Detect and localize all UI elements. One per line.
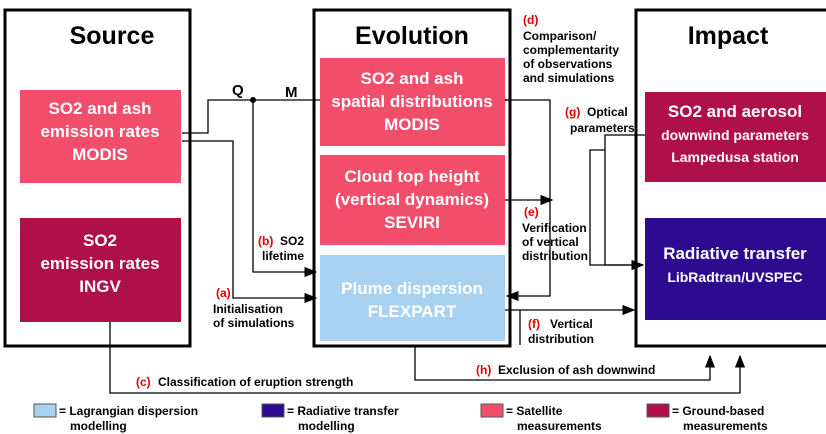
annotation-letter: (f) <box>528 317 540 331</box>
column-title: Source <box>70 22 155 50</box>
annotation-text: parameters <box>570 121 635 135</box>
annotation-text: Vertical <box>550 317 593 331</box>
ground-box <box>645 92 826 182</box>
box-text: SO2 and aerosol <box>668 102 802 121</box>
arrow <box>109 322 746 394</box>
legend-swatch <box>646 403 670 418</box>
annotation-text: distribution <box>528 332 594 346</box>
annotation-text: of observations <box>523 57 613 71</box>
connector <box>182 99 320 134</box>
box-text: emission rates <box>40 254 159 273</box>
legend-text: measurements <box>517 419 602 433</box>
box-text: MODIS <box>384 115 440 134</box>
annotation-text: Initialisation <box>213 302 283 316</box>
annotation-text: Classification of eruption strength <box>158 375 353 389</box>
annotation-text: complementarity <box>523 43 619 57</box>
annotation-letter: (h) <box>476 363 491 377</box>
box-text: SO2 and ash <box>49 99 152 118</box>
radiative-box <box>645 218 826 320</box>
arrow <box>495 94 551 302</box>
legend-text: = Lagrangian dispersion <box>59 404 198 418</box>
legend-text: = Satellite <box>506 404 563 418</box>
column-title: Impact <box>688 22 769 50</box>
annotation-text: of vertical <box>522 235 579 249</box>
legend-swatch <box>480 403 504 418</box>
box-text: spatial distributions <box>331 92 493 111</box>
annotation-text: Verification <box>522 221 587 235</box>
column-title: Evolution <box>355 22 469 50</box>
box-text: INGV <box>79 277 121 296</box>
annotation-text: lifetime <box>262 249 304 263</box>
annotation-text: distribution <box>522 249 588 263</box>
annotations: Q M (a) Initialisation of simulations (b… <box>136 13 655 389</box>
annotation-text: Exclusion of ash downwind <box>498 363 655 377</box>
box-text: MODIS <box>72 145 128 164</box>
box-text: SO2 and ash <box>361 69 464 88</box>
annotation-text: of simulations <box>213 316 295 330</box>
arrow <box>182 140 318 304</box>
box-text: SO2 <box>83 231 117 250</box>
connectors <box>109 94 746 394</box>
box-text: Radiative transfer <box>663 244 807 263</box>
annotation-letter: (b) <box>258 234 273 248</box>
legend-text: = Ground-based <box>672 404 764 418</box>
box-text: LibRadtran/UVSPEC <box>667 269 802 285</box>
legend-swatch <box>261 403 285 418</box>
arrow <box>252 100 318 278</box>
annotation-letter: (d) <box>523 13 538 27</box>
boxes: SO2 and ash emission rates MODIS SO2 emi… <box>20 58 826 341</box>
annotation-text: Comparison/ <box>523 29 597 43</box>
annotation-text: Optical <box>587 105 628 119</box>
annotation-letter: (c) <box>136 375 151 389</box>
annotation-letter: (g) <box>565 105 580 119</box>
dispersion-box <box>320 255 505 341</box>
box-text: downwind parameters <box>661 127 809 143</box>
legend: = Lagrangian dispersion modelling = Radi… <box>33 403 768 433</box>
satellite-box <box>320 58 505 146</box>
flow-label: M <box>285 84 298 101</box>
annotation-letter: (a) <box>216 286 231 300</box>
ground-box <box>20 218 181 322</box>
box-text: (vertical dynamics) <box>335 190 489 209</box>
satellite-box <box>320 155 505 245</box>
legend-text: modelling <box>70 419 127 433</box>
legend-text: = Radiative transfer <box>287 404 399 418</box>
box-text: emission rates <box>40 122 159 141</box>
box-text: SEVIRI <box>384 213 440 232</box>
annotation-text: SO2 <box>280 234 304 248</box>
legend-text: measurements <box>683 419 768 433</box>
box-text: Plume dispersion <box>341 279 483 298</box>
annotation-text: and simulations <box>523 71 615 85</box>
annotation-letter: (e) <box>524 205 539 219</box>
legend-swatch <box>33 403 57 418</box>
satellite-box <box>20 90 181 183</box>
connector <box>589 149 643 266</box>
flow-label: Q <box>232 82 244 99</box>
box-text: FLEXPART <box>368 302 457 321</box>
box-text: Lampedusa station <box>671 149 799 165</box>
arrow <box>414 346 716 381</box>
box-text: Cloud top height <box>344 167 479 186</box>
legend-text: modelling <box>298 419 355 433</box>
